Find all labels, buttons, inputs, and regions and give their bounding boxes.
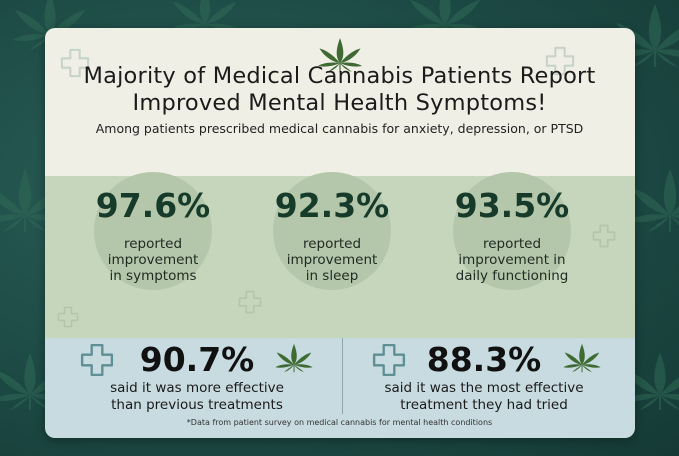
page-title: Majority of Medical Cannabis Patients Re… — [0, 63, 679, 117]
stat-description-line: improvement in — [458, 252, 566, 268]
stat-description: said it was the most effective treatment… — [369, 380, 599, 414]
cannabis-leaf-icon — [563, 343, 601, 373]
stat-description-line: improvement — [286, 252, 378, 268]
stat-description-line: said it was more effective — [110, 380, 284, 396]
stat-description-line: said it was the most effective — [384, 380, 584, 396]
stat-description-line: daily functioning — [455, 268, 569, 284]
divider — [342, 338, 343, 414]
stat-description-line: improvement — [107, 252, 199, 268]
stat-description-line: in symptoms — [109, 268, 197, 284]
stat-value: 90.7% — [139, 340, 255, 379]
stat-circle-symptoms: 97.6% reported improvement in symptoms — [94, 172, 212, 290]
bottom-band — [45, 338, 635, 438]
stat-description: said it was more effective than previous… — [82, 380, 312, 414]
medical-cross-icon — [57, 306, 79, 328]
stat-description-line: than previous treatments — [111, 397, 283, 413]
footnote: *Data from patient survey on medical can… — [186, 418, 493, 427]
title-line: Improved Mental Health Symptoms! — [132, 90, 547, 116]
stat-description: reported improvement in daily functionin… — [433, 236, 591, 284]
stat-value: 93.5% — [454, 186, 570, 225]
stat-description-line: reported — [123, 236, 183, 252]
stat-description-line: in sleep — [305, 268, 359, 284]
cannabis-leaf-icon — [275, 343, 313, 373]
stat-circle-daily-functioning: 93.5% reported improvement in daily func… — [453, 172, 571, 290]
medical-cross-icon — [592, 224, 616, 248]
stat-description-line: reported — [302, 236, 362, 252]
stat-value: 92.3% — [274, 186, 390, 225]
title-line: Majority of Medical Cannabis Patients Re… — [83, 63, 596, 89]
stat-value: 97.6% — [95, 186, 211, 225]
stat-description: reported improvement in sleep — [253, 236, 411, 284]
stat-circle-sleep: 92.3% reported improvement in sleep — [273, 172, 391, 290]
subtitle: Among patients prescribed medical cannab… — [95, 121, 584, 136]
stat-value: 88.3% — [426, 340, 542, 379]
medical-cross-icon — [238, 290, 262, 314]
stat-description: reported improvement in symptoms — [74, 236, 232, 284]
stat-description-line: reported — [482, 236, 542, 252]
stat-description-line: treatment they had tried — [400, 397, 568, 413]
